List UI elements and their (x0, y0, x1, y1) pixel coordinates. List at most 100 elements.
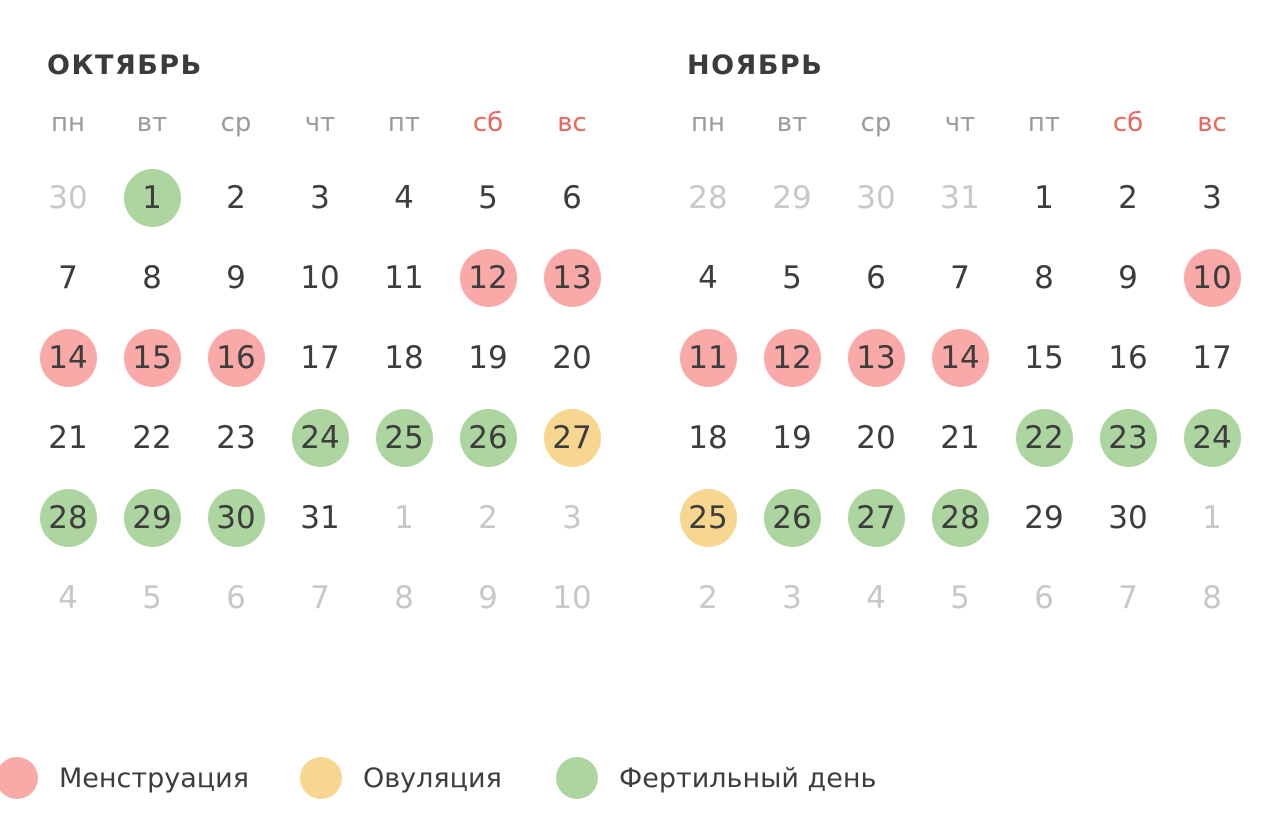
day-cell: 23 (194, 398, 278, 478)
month-october: ОКТЯБРЬ пн вт ср чт пт сб вс 30 1 2 3 4 5 6 7 8 9 10 11 12 1… (26, 48, 614, 638)
day-cell: 2 (1086, 158, 1170, 238)
day-number: 30 (1108, 500, 1148, 536)
day-cell: 14 (26, 318, 110, 398)
day-cell: 8 (362, 558, 446, 638)
day-number: 4 (394, 180, 414, 216)
day-number: 3 (1202, 180, 1222, 216)
day-cell: 1 (1002, 158, 1086, 238)
day-marker-menstruation: 12 (763, 329, 821, 387)
day-marker-menstruation: 13 (847, 329, 905, 387)
day-cell: 10 (1170, 238, 1254, 318)
day-number: 8 (394, 580, 414, 616)
day-marker-menstruation: 15 (123, 329, 181, 387)
day-cell: 19 (750, 398, 834, 478)
weekday-header-чт: чт (944, 108, 976, 138)
day-number: 9 (1118, 260, 1138, 296)
day-cell: 29 (1002, 478, 1086, 558)
legend-item-ovulation: Овуляция (300, 757, 502, 799)
day-cell: 13 (834, 318, 918, 398)
day-number: 1 (1202, 500, 1222, 536)
month-grid-october: пн вт ср чт пт сб вс 30 1 2 3 4 5 6 7 8 9 10 11 12 13 14 15 16 1… (26, 88, 614, 638)
day-number: 11 (384, 260, 424, 296)
day-cell: 1 (362, 478, 446, 558)
day-cell: 9 (194, 238, 278, 318)
weekday-header-пн: пн (691, 108, 725, 138)
day-cell: 25 (666, 478, 750, 558)
day-cell: 18 (666, 398, 750, 478)
day-marker-fertile: 26 (459, 409, 517, 467)
day-number: 29 (772, 180, 812, 216)
day-number: 7 (950, 260, 970, 296)
day-marker-fertile: 28 (39, 489, 97, 547)
month-grid-november: пн вт ср чт пт сб вс 28 29 30 31 1 2 3 4 5 6 7 8 9 10 11 12 13 1… (666, 88, 1254, 638)
day-cell: 20 (834, 398, 918, 478)
day-cell: 8 (110, 238, 194, 318)
day-cell: 4 (362, 158, 446, 238)
day-cell: 2 (194, 158, 278, 238)
day-number: 31 (940, 180, 980, 216)
weekday-header-пт: пт (387, 108, 421, 138)
day-cell: 21 (918, 398, 1002, 478)
legend-item-fertile: Фертильный день (556, 757, 876, 799)
day-number: 2 (698, 580, 718, 616)
day-number: 7 (1118, 580, 1138, 616)
ovulation-dot-icon (300, 757, 342, 799)
day-cell: 2 (666, 558, 750, 638)
day-number: 9 (226, 260, 246, 296)
day-cell: 7 (26, 238, 110, 318)
day-cell: 26 (446, 398, 530, 478)
day-number: 3 (782, 580, 802, 616)
legend-label-fertile: Фертильный день (619, 762, 877, 794)
day-number: 17 (300, 340, 340, 376)
day-marker-fertile: 23 (1099, 409, 1157, 467)
day-cell: 21 (26, 398, 110, 478)
weekday-header-чт: чт (304, 108, 336, 138)
day-cell: 19 (446, 318, 530, 398)
day-number: 10 (300, 260, 340, 296)
weekday-header-вт: вт (776, 108, 808, 138)
day-marker-fertile: 25 (375, 409, 433, 467)
day-marker-ovulation: 25 (679, 489, 737, 547)
day-cell: 20 (530, 318, 614, 398)
day-cell: 1 (110, 158, 194, 238)
fertile-dot-icon (556, 757, 598, 799)
day-cell: 8 (1170, 558, 1254, 638)
day-cell: 8 (1002, 238, 1086, 318)
day-number: 21 (48, 420, 88, 456)
day-cell: 22 (110, 398, 194, 478)
day-marker-menstruation: 13 (543, 249, 601, 307)
weekday-header-сб: сб (472, 108, 504, 138)
weekday-header-пн: пн (51, 108, 85, 138)
day-number: 28 (688, 180, 728, 216)
day-cell: 17 (1170, 318, 1254, 398)
day-cell: 5 (918, 558, 1002, 638)
day-number: 8 (142, 260, 162, 296)
day-cell: 30 (1086, 478, 1170, 558)
day-cell: 4 (834, 558, 918, 638)
month-november: НОЯБРЬ пн вт ср чт пт сб вс 28 29 30 31 1 2 3 4 5 6 7 8 9 10… (666, 48, 1254, 638)
day-number: 3 (310, 180, 330, 216)
day-number: 2 (1118, 180, 1138, 216)
day-cell: 3 (1170, 158, 1254, 238)
day-number: 5 (782, 260, 802, 296)
day-cell: 25 (362, 398, 446, 478)
day-cell: 11 (666, 318, 750, 398)
day-cell: 10 (278, 238, 362, 318)
day-number: 7 (310, 580, 330, 616)
weekday-header-вс: вс (1197, 108, 1227, 138)
day-cell: 6 (194, 558, 278, 638)
day-cell: 30 (834, 158, 918, 238)
day-cell: 10 (530, 558, 614, 638)
legend-label-menstruation: Менструация (59, 762, 249, 794)
day-cell: 28 (666, 158, 750, 238)
day-cell: 18 (362, 318, 446, 398)
weekday-header-вс: вс (557, 108, 587, 138)
day-number: 18 (384, 340, 424, 376)
day-cell: 24 (278, 398, 362, 478)
day-cell: 13 (530, 238, 614, 318)
day-marker-ovulation: 27 (543, 409, 601, 467)
day-marker-menstruation: 12 (459, 249, 517, 307)
day-marker-fertile: 26 (763, 489, 821, 547)
day-cell: 31 (918, 158, 1002, 238)
day-number: 5 (478, 180, 498, 216)
